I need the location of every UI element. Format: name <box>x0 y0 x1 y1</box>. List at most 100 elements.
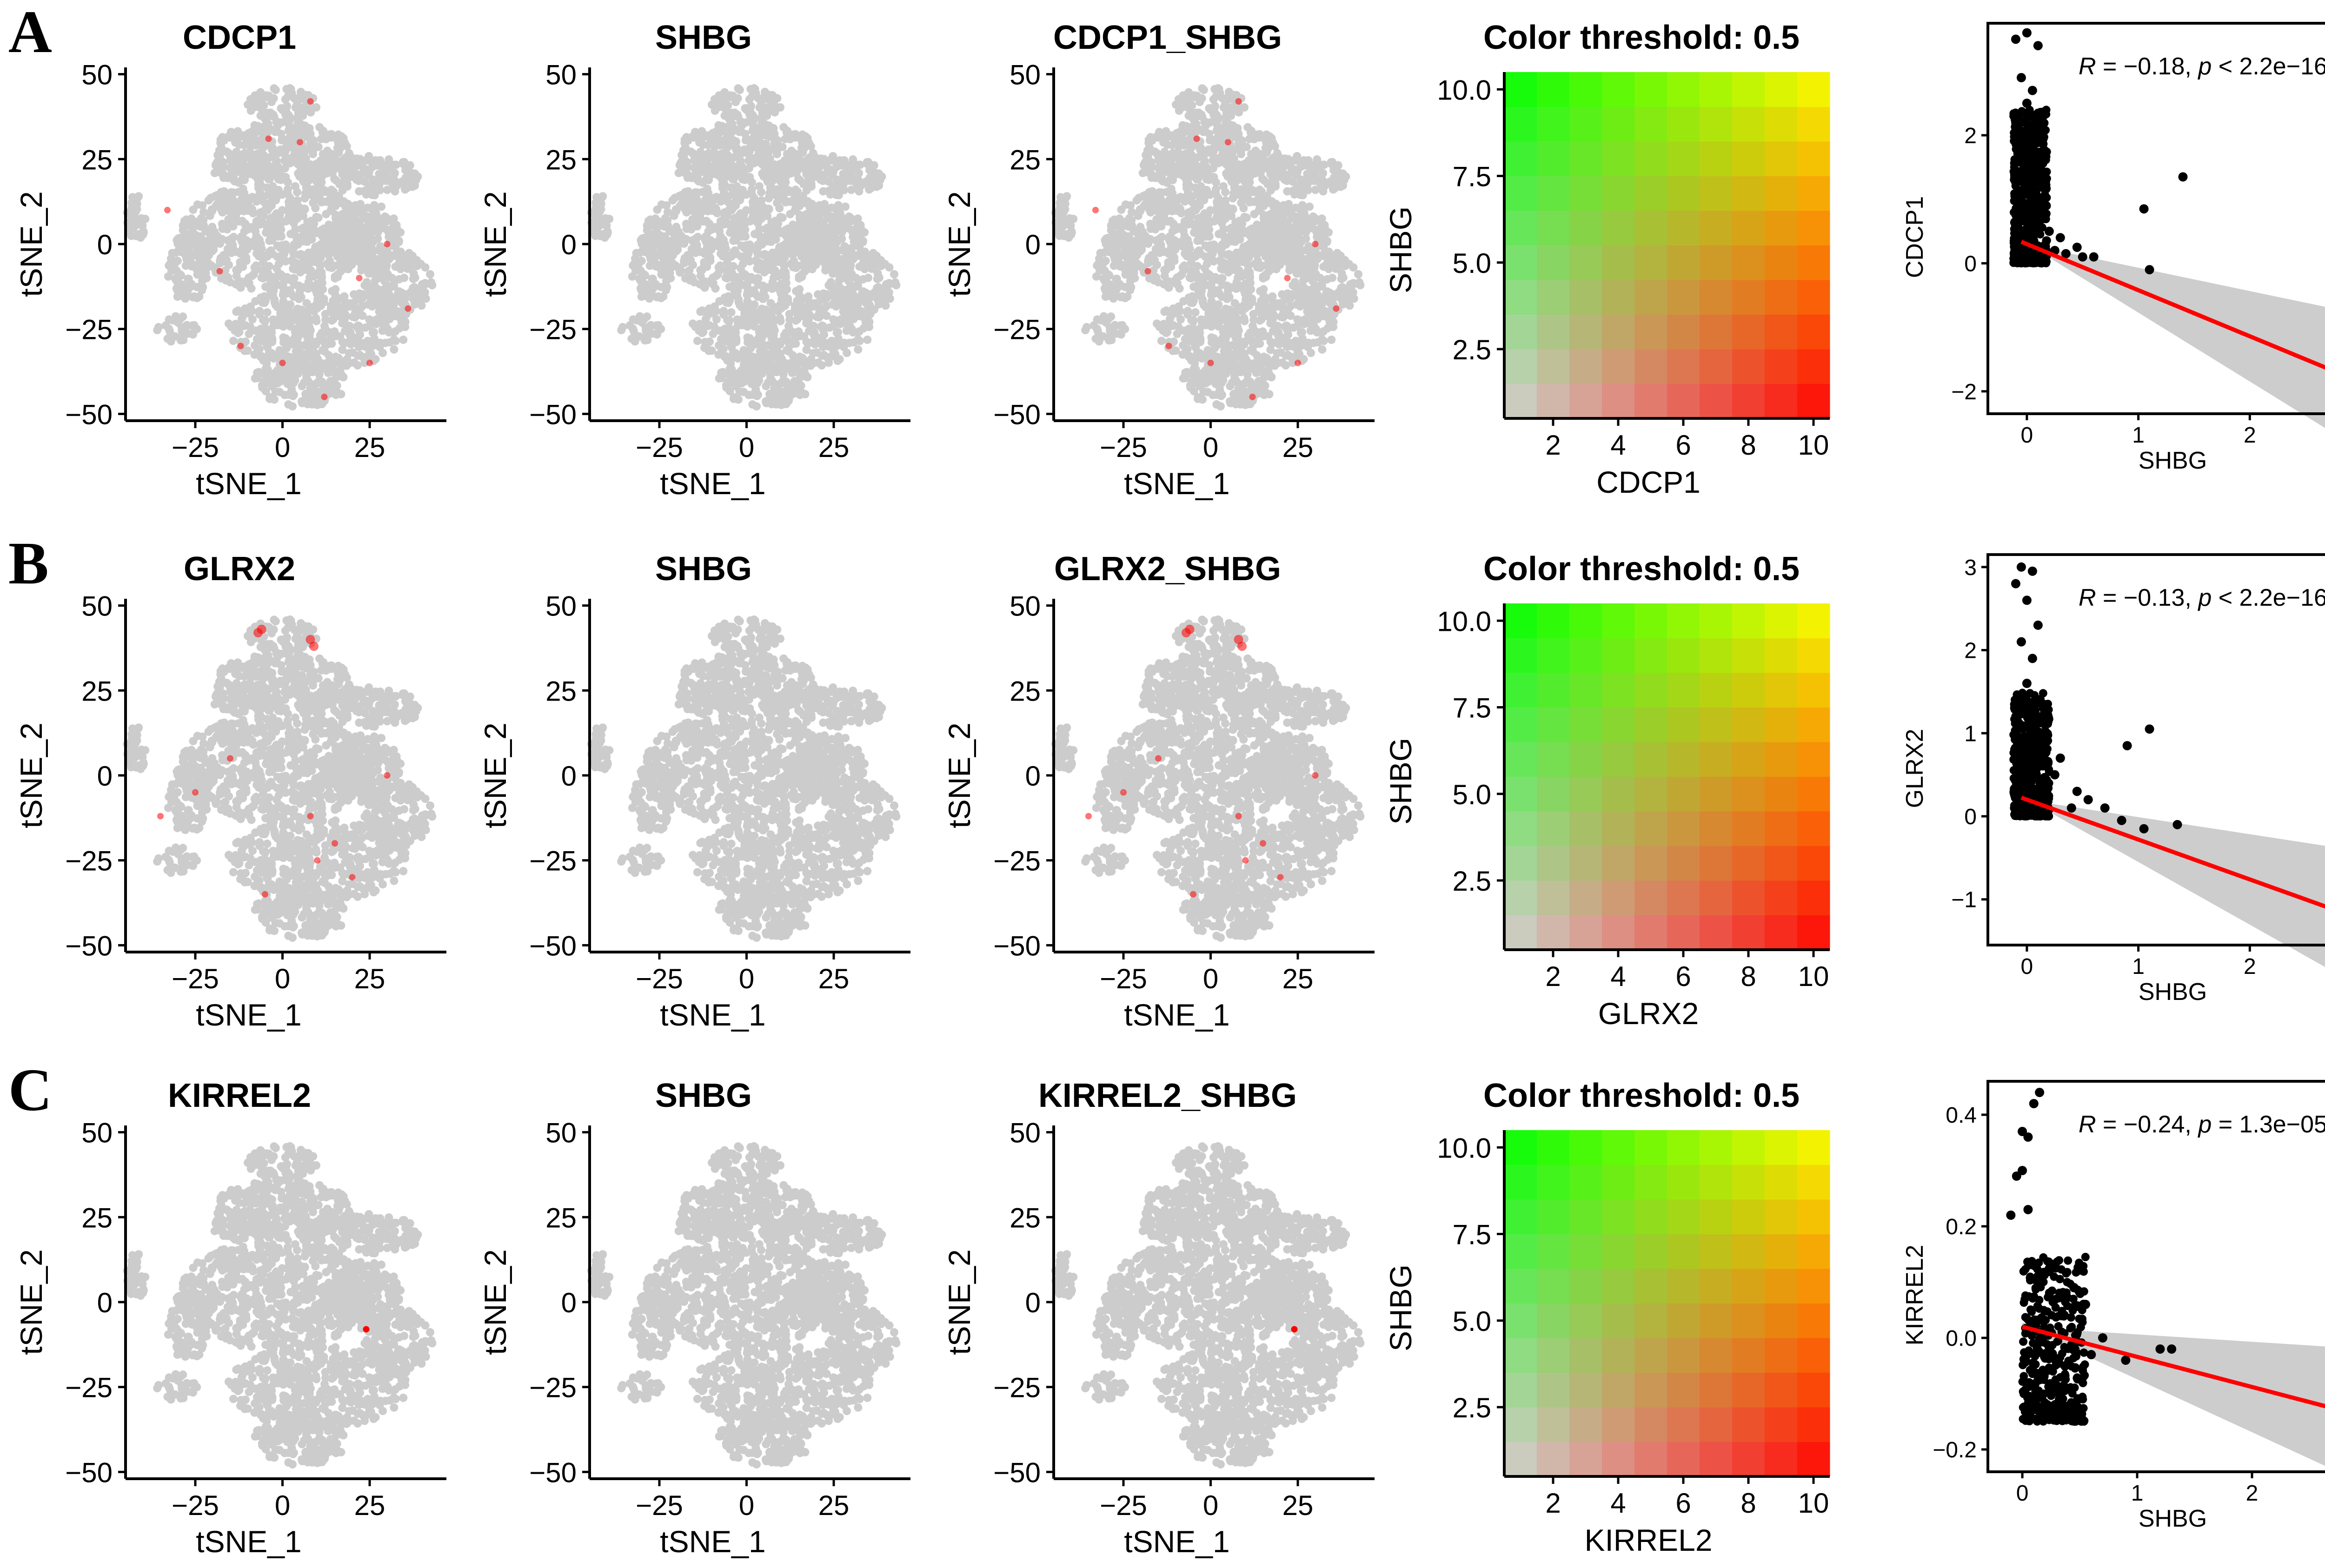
grey-point <box>881 259 890 268</box>
grey-point <box>714 95 722 104</box>
grey-point <box>766 163 775 172</box>
grey-point <box>771 217 779 225</box>
grey-point <box>326 133 335 142</box>
grey-point <box>654 292 663 301</box>
grey-point <box>601 230 610 238</box>
grey-point <box>808 262 817 271</box>
grey-point <box>764 366 773 375</box>
y-tick-label: 0 <box>97 229 113 260</box>
grey-point <box>302 163 311 172</box>
grey-point <box>864 305 872 314</box>
highlight-point <box>164 206 171 213</box>
grey-point <box>690 133 698 142</box>
grey-point <box>719 235 728 244</box>
grey-point <box>132 195 140 204</box>
grey-point <box>766 375 775 384</box>
grey-point <box>1190 155 1199 164</box>
grey-point <box>199 208 208 217</box>
grey-point <box>855 187 864 196</box>
grey-point <box>631 337 639 346</box>
grey-point <box>364 153 372 162</box>
grey-point <box>738 321 747 330</box>
grey-point <box>752 144 761 152</box>
grey-point <box>785 315 794 324</box>
grey-point <box>748 390 757 399</box>
grey-point <box>291 259 300 268</box>
grey-point <box>248 315 257 324</box>
grey-point <box>263 343 272 352</box>
grey-point <box>765 390 774 398</box>
grey-point <box>732 380 741 389</box>
grey-point <box>801 159 810 168</box>
grey-point <box>286 364 295 373</box>
grey-point <box>839 254 848 263</box>
grey-point <box>239 322 248 331</box>
grey-point <box>1187 123 1196 132</box>
grey-point <box>383 185 392 194</box>
grey-point <box>248 152 257 161</box>
grey-point <box>137 230 146 238</box>
grey-point <box>380 212 389 221</box>
grey-point <box>846 168 855 177</box>
grey-point <box>1216 144 1225 152</box>
grey-point <box>693 337 702 345</box>
grey-point <box>255 235 264 244</box>
grey-point <box>1255 133 1263 142</box>
grey-point <box>428 281 437 290</box>
grey-point <box>849 283 857 291</box>
grey-point <box>171 312 180 321</box>
grey-point <box>625 321 634 330</box>
highlight-point <box>356 275 363 282</box>
grey-point <box>665 274 674 282</box>
y-tick-label: −50 <box>529 399 577 430</box>
grey-point <box>756 331 765 339</box>
grey-point <box>330 327 339 336</box>
grey-point <box>256 208 265 217</box>
grey-point <box>724 133 733 142</box>
grey-point <box>724 251 733 260</box>
grey-point <box>712 271 720 280</box>
grey-point <box>350 212 359 220</box>
grey-point <box>359 251 367 260</box>
grey-point <box>637 257 646 265</box>
grey-point <box>1191 141 1200 150</box>
grey-point <box>834 282 843 291</box>
grey-point <box>810 239 818 248</box>
grey-point <box>1180 140 1189 149</box>
grey-point <box>338 181 346 189</box>
grey-point <box>1243 123 1252 132</box>
grey-point <box>828 153 837 162</box>
grey-point <box>737 252 746 261</box>
grey-point <box>385 283 393 291</box>
grey-point <box>351 310 360 318</box>
grey-point <box>781 245 790 254</box>
grey-point <box>735 186 744 195</box>
grey-point <box>370 282 379 291</box>
grey-point <box>814 212 823 220</box>
grey-point <box>754 242 763 251</box>
y-tick-label: 50 <box>81 60 113 91</box>
grey-point <box>299 237 308 246</box>
grey-point <box>729 262 737 271</box>
grey-point <box>797 252 806 261</box>
grey-point <box>322 339 331 348</box>
grey-point <box>832 251 841 260</box>
grey-point <box>704 171 713 179</box>
grey-point <box>867 265 876 273</box>
grey-point <box>703 262 711 271</box>
grey-point <box>702 245 711 253</box>
grey-point <box>744 146 752 155</box>
grey-point <box>1145 148 1154 157</box>
grey-point <box>755 182 764 191</box>
grey-point <box>326 206 335 215</box>
grey-point <box>250 95 258 104</box>
grey-point <box>638 246 647 254</box>
grey-point <box>696 307 705 316</box>
y-tick-label: 50 <box>545 60 577 91</box>
grey-point <box>811 165 819 173</box>
grey-point <box>187 279 196 288</box>
grey-point <box>291 182 299 191</box>
grey-point <box>182 230 191 239</box>
panel-title: CDCP1_SHBG <box>1053 19 1282 56</box>
grey-point <box>312 159 321 168</box>
